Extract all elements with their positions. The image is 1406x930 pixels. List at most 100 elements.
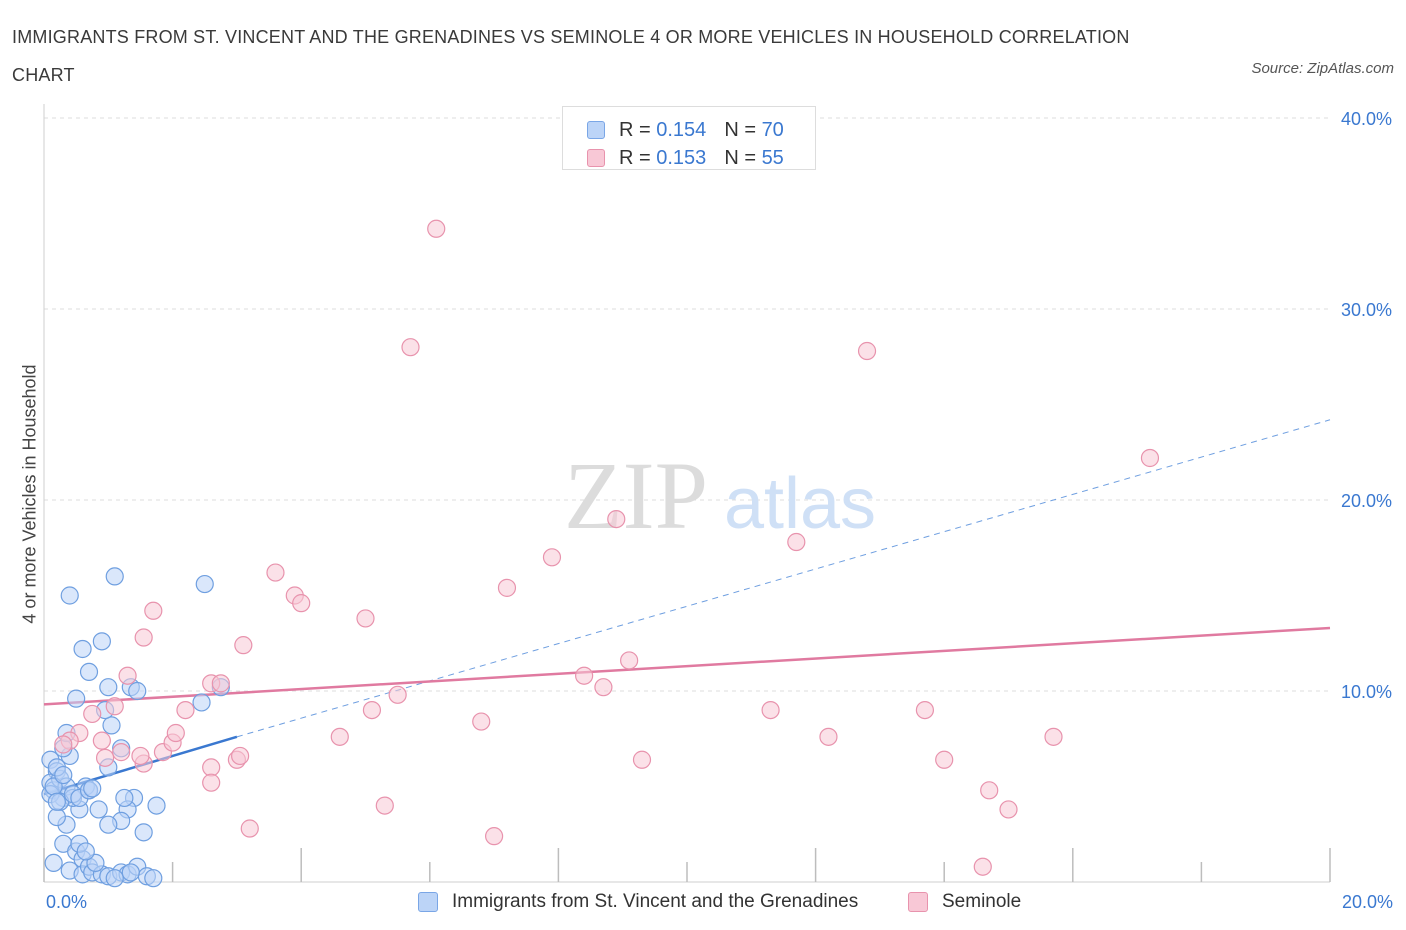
pink-point bbox=[485, 827, 504, 846]
blue-point bbox=[105, 869, 124, 888]
watermark-atlas: atlas bbox=[724, 464, 876, 544]
legend-n-value: 55 bbox=[761, 146, 784, 169]
blue-point bbox=[47, 807, 66, 827]
pink-point bbox=[266, 563, 285, 582]
blue-point bbox=[192, 693, 211, 712]
pink-point bbox=[166, 723, 185, 743]
blue-point bbox=[79, 662, 99, 682]
bottom-legend-label: Seminole bbox=[942, 891, 1022, 912]
legend-r-value: 0.154 bbox=[656, 118, 707, 141]
pink-point bbox=[575, 666, 594, 685]
legend-n-value: 70 bbox=[761, 118, 784, 141]
blue-point bbox=[102, 716, 121, 735]
legend: R = 0.154 N = 70 R = 0.153 N = 55 bbox=[562, 106, 816, 170]
blue-point bbox=[99, 815, 118, 834]
y-tick-label: 20.0% bbox=[1341, 491, 1392, 511]
y-tick-label: 30.0% bbox=[1341, 300, 1392, 320]
blue-point bbox=[54, 765, 73, 785]
pink-point bbox=[356, 609, 375, 628]
pink-point bbox=[202, 758, 221, 777]
pink-point bbox=[176, 700, 195, 720]
pink-point bbox=[92, 731, 111, 750]
x-tick-label: 0.0% bbox=[46, 892, 87, 912]
legend-swatch-pink bbox=[587, 149, 605, 167]
pink-trend-line bbox=[43, 626, 1331, 706]
pink-point bbox=[362, 700, 382, 720]
tick-labels: 10.0% 20.0% 30.0% 40.0% 0.0% 20.0% bbox=[46, 109, 1393, 912]
pink-point bbox=[542, 548, 562, 567]
legend-r-label: R = bbox=[619, 146, 657, 169]
source-label: Source: ZipAtlas.com bbox=[1251, 60, 1394, 77]
pink-point bbox=[999, 800, 1018, 819]
pink-point bbox=[292, 594, 311, 613]
pink-point bbox=[375, 796, 394, 815]
pink-point bbox=[980, 781, 999, 800]
pink-point bbox=[234, 636, 253, 655]
pink-point bbox=[118, 666, 137, 685]
pink-point bbox=[935, 750, 954, 769]
pink-point bbox=[472, 712, 491, 731]
pink-point bbox=[211, 674, 230, 693]
pink-point bbox=[819, 727, 838, 746]
chart-title: IMMIGRANTS FROM ST. VINCENT AND THE GREN… bbox=[12, 27, 1130, 85]
blue-point bbox=[47, 792, 66, 811]
pink-point bbox=[632, 750, 652, 769]
pink-point bbox=[95, 748, 115, 767]
y-tick-label: 40.0% bbox=[1341, 109, 1392, 129]
grid-lines bbox=[44, 117, 1330, 692]
pink-point bbox=[330, 727, 349, 746]
pink-point bbox=[607, 509, 626, 529]
pink-point bbox=[973, 857, 992, 876]
blue-trend-extension bbox=[236, 419, 1331, 738]
blue-point bbox=[89, 800, 108, 819]
pink-point bbox=[761, 700, 780, 720]
pink-point bbox=[857, 341, 877, 361]
bottom-legend-series1: Immigrants from St. Vincent and the Gren… bbox=[418, 888, 858, 916]
y-axis-label: 4 or more Vehicles in Household bbox=[19, 364, 40, 624]
blue-point bbox=[115, 788, 134, 808]
pink-point bbox=[401, 338, 420, 357]
legend-row-series1: R = 0.154 N = 70 bbox=[587, 117, 784, 143]
pink-point bbox=[134, 628, 153, 647]
blue-point bbox=[44, 853, 63, 873]
blue-point bbox=[134, 823, 153, 842]
pink-point bbox=[83, 704, 102, 724]
blue-point bbox=[76, 842, 95, 861]
legend-r-label: R = bbox=[619, 118, 657, 141]
pink-point bbox=[231, 746, 250, 766]
watermark-zip: ZIP bbox=[564, 442, 708, 549]
blue-point bbox=[73, 639, 92, 659]
pink-point bbox=[620, 651, 639, 670]
legend-n-label: N = bbox=[724, 146, 762, 169]
pink-point bbox=[915, 700, 935, 720]
blue-point bbox=[121, 863, 140, 882]
blue-point bbox=[83, 779, 102, 798]
pink-point bbox=[144, 601, 163, 620]
blue-point bbox=[105, 567, 124, 586]
pink-point bbox=[131, 746, 150, 766]
axes bbox=[43, 104, 1331, 883]
pink-point bbox=[1140, 448, 1160, 468]
pink-point bbox=[202, 773, 221, 792]
watermark: ZIP atlas bbox=[564, 442, 876, 549]
legend-swatch-blue bbox=[587, 121, 605, 139]
legend-r-value: 0.153 bbox=[656, 146, 707, 169]
pink-point bbox=[594, 678, 613, 697]
blue-point bbox=[92, 632, 111, 651]
pink-point bbox=[787, 532, 806, 552]
bottom-legend-swatch-blue bbox=[418, 892, 438, 912]
blue-point bbox=[147, 796, 166, 815]
pink-point bbox=[105, 697, 124, 716]
bottom-legend-series2: Seminole bbox=[908, 888, 1021, 916]
blue-point bbox=[67, 689, 86, 708]
blue-point bbox=[195, 574, 214, 594]
pink-point bbox=[388, 685, 407, 704]
pink-point bbox=[54, 735, 73, 754]
blue-point bbox=[128, 681, 147, 701]
data-points bbox=[41, 219, 1160, 888]
blue-point bbox=[99, 678, 118, 697]
y-tick-label: 10.0% bbox=[1341, 682, 1392, 702]
pink-point bbox=[1044, 727, 1063, 746]
pink-point bbox=[112, 743, 131, 762]
